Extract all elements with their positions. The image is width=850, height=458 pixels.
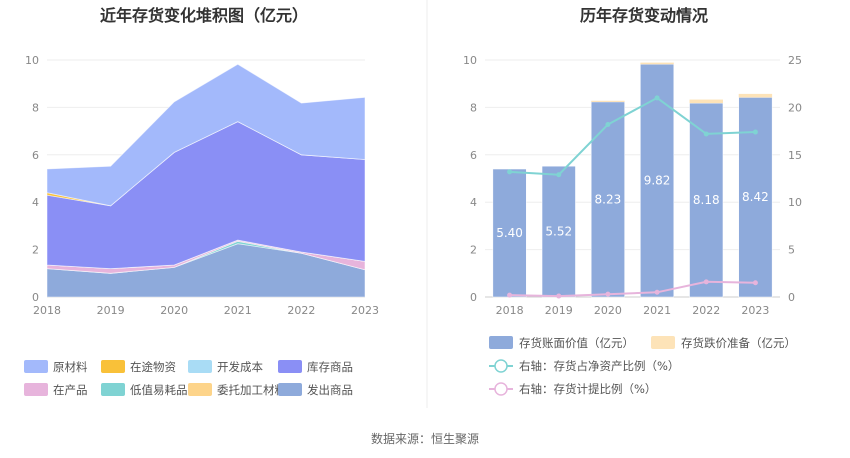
right-chart-lines <box>507 95 758 299</box>
right-x-tick-label: 2022 <box>692 304 720 317</box>
legend-label: 右轴：存货占净资产比例（%） <box>519 359 679 373</box>
left-x-tick-label: 2023 <box>351 304 379 317</box>
line-point <box>507 292 513 298</box>
bar-value-label: 8.23 <box>595 192 622 206</box>
legend-label: 发出商品 <box>307 383 353 397</box>
right-y2-tick-label: 20 <box>788 101 802 114</box>
bar-book-value <box>492 168 527 298</box>
left-chart-areas <box>46 63 366 298</box>
right-y-tick-label: 0 <box>470 291 477 304</box>
bar-impairment <box>591 100 625 102</box>
left-x-tick-label: 2021 <box>224 304 252 317</box>
legend-label: 开发成本 <box>217 360 263 374</box>
right-x-tick-label: 2019 <box>545 304 573 317</box>
legend-label: 低值易耗品 <box>130 383 188 397</box>
left-x-tick-label: 2018 <box>33 304 61 317</box>
bar-value-label: 8.42 <box>742 190 769 204</box>
legend-label: 存货跌价准备（亿元） <box>681 336 796 350</box>
legend-label: 库存商品 <box>307 360 353 374</box>
line-point <box>556 172 562 178</box>
legend-label: 存货账面价值（亿元） <box>519 336 634 350</box>
right-x-tick-label: 2020 <box>594 304 622 317</box>
legend-swatch <box>101 383 125 396</box>
legend-swatch <box>489 336 513 349</box>
right-x-tick-label: 2021 <box>643 304 671 317</box>
left-y-tick-label: 2 <box>32 244 39 257</box>
right-x-tick-label: 2023 <box>741 304 769 317</box>
right-chart-title: 历年存货变动情况 <box>580 6 708 25</box>
line-point <box>703 131 709 137</box>
line-point <box>605 121 611 127</box>
right-y-tick-label: 8 <box>470 101 477 114</box>
legend-label: 原材料 <box>53 360 88 374</box>
bar-impairment <box>689 99 723 104</box>
right-y-tick-label: 6 <box>470 149 477 162</box>
line-point <box>654 95 660 101</box>
line-point <box>752 129 758 135</box>
left-x-tick-label: 2019 <box>97 304 125 317</box>
right-y-tick-label: 10 <box>463 54 477 67</box>
left-y-tick-label: 0 <box>32 291 39 304</box>
right-chart-axes: 0 2 4 6 8 10 0 5 10 15 20 25 2018 2019 2020 2021 2022 202… <box>463 54 802 317</box>
left-chart-axes: 0 2 4 6 8 10 2018 2019 2020 2021 2022 2023 <box>25 54 379 317</box>
area-series-7 <box>46 63 366 207</box>
line-point <box>605 291 611 297</box>
legend-label: 右轴：存货计提比例（%） <box>519 382 656 396</box>
legend-marker <box>494 382 508 396</box>
legend-swatch <box>188 383 212 396</box>
bar-value-label: 5.52 <box>545 225 572 239</box>
source-note: 数据来源：恒生聚源 <box>371 431 479 446</box>
legend-swatch <box>101 360 125 373</box>
legend-swatch <box>651 336 675 349</box>
left-y-tick-label: 8 <box>32 101 39 114</box>
left-x-tick-label: 2022 <box>287 304 315 317</box>
line-point <box>703 279 709 285</box>
bar-impairment <box>738 93 773 98</box>
line-point <box>556 293 562 299</box>
legend-swatch <box>278 383 302 396</box>
left-chart-title: 近年存货变化堆积图（亿元） <box>100 6 308 25</box>
legend-swatch <box>24 383 48 396</box>
right-y2-tick-label: 5 <box>788 244 795 257</box>
bar-value-label: 9.82 <box>644 174 671 188</box>
right-y-tick-label: 4 <box>470 196 477 209</box>
right-y2-tick-label: 0 <box>788 291 795 304</box>
bar-value-label: 8.18 <box>693 193 720 207</box>
right-chart-grid <box>485 59 780 298</box>
line-point <box>752 280 758 286</box>
legend-label: 在途物资 <box>130 360 176 374</box>
left-y-tick-label: 10 <box>25 54 39 67</box>
line-series-2 <box>509 96 756 176</box>
right-x-tick-label: 2018 <box>496 304 524 317</box>
left-y-tick-label: 6 <box>32 149 39 162</box>
legend-label: 委托加工材料 <box>217 383 286 397</box>
legend-swatch <box>188 360 212 373</box>
legend-swatch <box>278 360 302 373</box>
bar-impairment <box>640 62 674 65</box>
right-y2-tick-label: 15 <box>788 149 802 162</box>
right-y2-tick-label: 10 <box>788 196 802 209</box>
line-point <box>654 289 660 295</box>
legend-marker <box>494 359 508 373</box>
right-y-tick-label: 2 <box>470 244 477 257</box>
bar-value-label: 5.40 <box>496 226 523 240</box>
left-y-tick-label: 4 <box>32 196 39 209</box>
line-series-3 <box>509 280 756 298</box>
right-chart-bars: 5.40 5.52 8.23 9.82 8.18 8.42 <box>492 62 773 298</box>
legend-label: 在产品 <box>53 383 88 397</box>
left-x-tick-label: 2020 <box>160 304 188 317</box>
legend-swatch <box>24 360 48 373</box>
line-point <box>507 169 513 175</box>
right-chart-legend: 存货账面价值（亿元） 存货跌价准备（亿元）右轴：存货占净资产比例（%） 右轴：存货计… <box>489 336 796 396</box>
right-y2-tick-label: 25 <box>788 54 802 67</box>
